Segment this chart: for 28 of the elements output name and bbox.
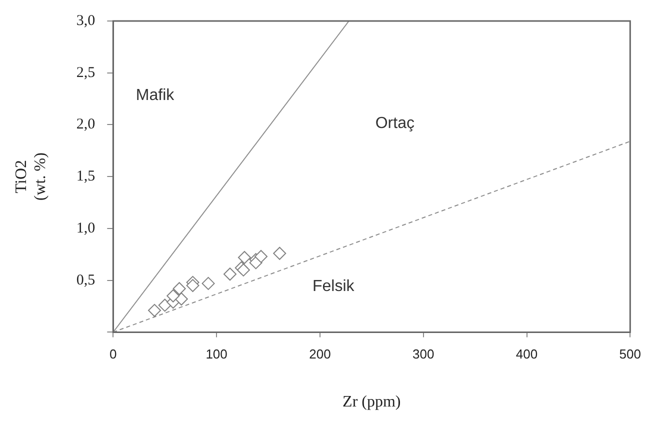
x-tick-label: 400 <box>516 346 538 362</box>
y-tick-label: 1,5 <box>76 168 96 185</box>
x-tick-label: 0 <box>110 346 117 362</box>
point <box>186 279 200 292</box>
point <box>223 268 236 281</box>
point <box>254 250 268 263</box>
x-tick-label: 200 <box>309 346 331 362</box>
x-tick-label: 500 <box>619 346 642 362</box>
point <box>273 246 286 260</box>
x-tick-label: 300 <box>412 346 434 362</box>
point <box>238 251 251 264</box>
point <box>202 276 215 290</box>
y-tick-label: 3,0 <box>76 12 96 29</box>
annotation: Felsik <box>312 278 356 296</box>
annotation: Ortaç <box>375 115 414 132</box>
point <box>174 292 188 306</box>
point <box>148 304 162 317</box>
y-tick-label: 1,0 <box>76 220 96 236</box>
y-tick-label: 2,5 <box>76 64 96 81</box>
x-axis-title: Zr (ppm) <box>342 394 401 411</box>
annotation: Mafik <box>136 87 176 104</box>
point <box>166 289 180 302</box>
point <box>158 298 172 312</box>
y-axis-title: TiO2 (wt. %) <box>12 152 50 201</box>
point <box>172 282 186 296</box>
y-tick-label: 0,5 <box>76 272 96 288</box>
y-tick-label: 2,0 <box>76 116 96 133</box>
x-tick-label: 100 <box>206 346 228 362</box>
